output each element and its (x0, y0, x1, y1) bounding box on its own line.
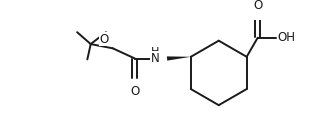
Text: O: O (253, 0, 262, 12)
Text: O: O (130, 85, 140, 98)
Text: O: O (99, 33, 109, 46)
Polygon shape (167, 56, 191, 61)
Text: H: H (151, 47, 159, 57)
Text: N: N (151, 52, 160, 65)
Text: OH: OH (278, 31, 296, 44)
